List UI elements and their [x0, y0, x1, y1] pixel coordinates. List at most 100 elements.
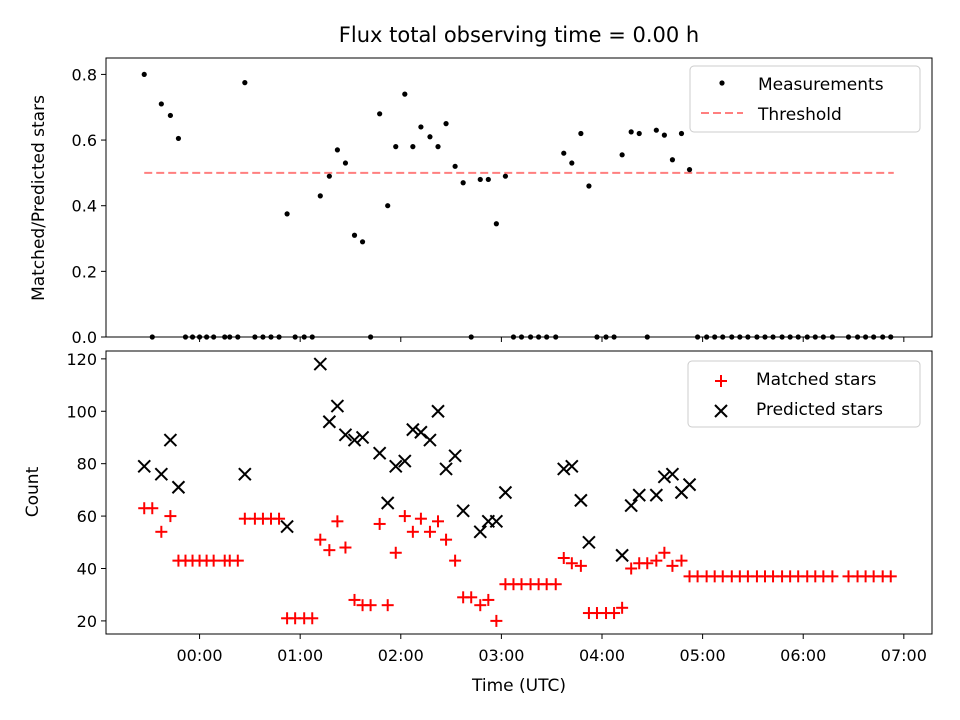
- predicted-star-stroke-b: [456, 504, 470, 518]
- measurement-point: [342, 160, 349, 166]
- predicted-star-point: [498, 485, 513, 500]
- predicted-star-point: [431, 404, 445, 418]
- bottom-x-tick-label: 04:00: [579, 646, 625, 665]
- legend-threshold-label: Threshold: [757, 105, 842, 125]
- measurement-point: [435, 144, 441, 150]
- top-plot-area: 0.0 0.2 0.4 0.6 0.8: [72, 57, 933, 347]
- bottom-legend: Matched stars Predicted stars: [687, 360, 921, 428]
- measurement-point: [586, 183, 592, 189]
- matched-star-point: [273, 512, 286, 525]
- predicted-star-point: [406, 422, 420, 437]
- measurement-point: [669, 157, 676, 163]
- predicted-star-stroke-b: [372, 446, 387, 460]
- predicted-star-point: [330, 399, 345, 413]
- predicted-star-stroke-b: [380, 496, 395, 510]
- predicted-star-point: [665, 467, 680, 481]
- measurement-point: [502, 173, 509, 179]
- matched-star-point: [650, 554, 663, 567]
- measurement-point: [402, 91, 408, 97]
- matched-star-point: [474, 599, 487, 612]
- measurement-point: [410, 144, 416, 150]
- measurement-point: [619, 152, 625, 158]
- measurement-point: [561, 150, 567, 156]
- predicted-star-stroke-b: [615, 548, 629, 563]
- matched-star-point: [432, 515, 445, 528]
- measurement-point: [443, 121, 449, 127]
- matched-star-point: [381, 599, 394, 612]
- bottom-x-tick-label: 03:00: [478, 646, 524, 665]
- measurement-point: [377, 111, 383, 117]
- predicted-star-point: [163, 433, 178, 447]
- measurement-point: [359, 239, 366, 245]
- bottom-x-tick-label: 01:00: [277, 646, 323, 665]
- legend-measurement-marker: [719, 80, 725, 86]
- matched-star-point: [440, 533, 453, 546]
- measurement-point: [393, 144, 399, 150]
- top-y-tick-label: 0.0: [72, 328, 97, 347]
- predicted-star-stroke-b: [498, 485, 513, 500]
- bottom-y-tick-label: 120: [66, 350, 97, 369]
- matched-star-point: [207, 554, 220, 567]
- matched-star-point: [146, 502, 159, 515]
- predicted-star-point: [657, 470, 672, 484]
- predicted-star-stroke-b: [657, 470, 672, 484]
- predicted-star-point: [557, 462, 571, 476]
- measurement-point: [661, 132, 667, 138]
- predicted-star-point: [582, 535, 596, 549]
- measurement-point: [175, 135, 182, 142]
- predicted-star-point: [439, 462, 453, 476]
- measurement-point: [284, 211, 290, 217]
- matched-star-point: [557, 552, 570, 565]
- bottom-y-tick-label: 100: [66, 402, 97, 421]
- measurement-point: [317, 193, 323, 199]
- predicted-star-stroke-b: [473, 525, 487, 539]
- legend-matched-label: Matched stars: [756, 370, 876, 390]
- predicted-star-point: [355, 430, 370, 445]
- measurement-point: [493, 221, 499, 227]
- predicted-star-stroke-b: [313, 357, 328, 371]
- top-axes-frame: [105, 57, 933, 338]
- predicted-star-stroke-b: [238, 467, 252, 481]
- predicted-star-stroke-b: [574, 493, 588, 508]
- predicted-star-stroke-b: [431, 404, 445, 418]
- predicted-star-stroke-b: [649, 488, 664, 502]
- matched-star-point: [231, 554, 244, 567]
- predicted-star-point: [280, 519, 294, 534]
- matched-star-point: [164, 510, 177, 523]
- matched-star-point: [625, 562, 638, 575]
- matched-star-point: [666, 559, 679, 572]
- matched-star-point: [574, 559, 587, 572]
- predicted-star-point: [448, 449, 462, 463]
- measurement-point: [418, 124, 424, 130]
- top-legend: Measurements Threshold: [689, 65, 921, 133]
- measurement-point: [628, 129, 634, 135]
- predicted-star-point: [682, 477, 697, 492]
- bottom-legend-box: [687, 360, 921, 428]
- matched-star-point: [884, 570, 897, 583]
- predicted-star-point: [313, 357, 328, 371]
- predicted-star-point: [615, 548, 629, 563]
- predicted-star-point: [398, 454, 412, 468]
- matched-star-point: [565, 557, 578, 570]
- bottom-x-tick-label: 06:00: [780, 646, 826, 665]
- measurement-point: [385, 203, 391, 209]
- measurement-point: [569, 160, 575, 166]
- matched-star-point: [406, 525, 419, 538]
- predicted-star-point: [238, 467, 252, 481]
- predicted-star-stroke-b: [682, 477, 697, 492]
- matched-star-point: [675, 554, 688, 567]
- predicted-star-stroke-b: [557, 462, 571, 476]
- matched-star-point: [339, 541, 352, 554]
- predicted-star-stroke-b: [355, 430, 370, 445]
- top-chart-title: Flux total observing time = 0.00 h: [339, 23, 699, 47]
- matched-star-point: [826, 570, 839, 583]
- predicted-star-stroke-b: [322, 415, 337, 429]
- measurement-point: [334, 147, 341, 153]
- matched-star-point: [238, 512, 251, 525]
- measurement-point: [485, 176, 491, 183]
- predicted-star-stroke-b: [582, 535, 596, 549]
- predicted-star-stroke-b: [565, 459, 579, 474]
- predicted-star-stroke-b: [347, 433, 362, 447]
- matched-star-point: [549, 578, 562, 591]
- matched-star-point: [398, 510, 411, 523]
